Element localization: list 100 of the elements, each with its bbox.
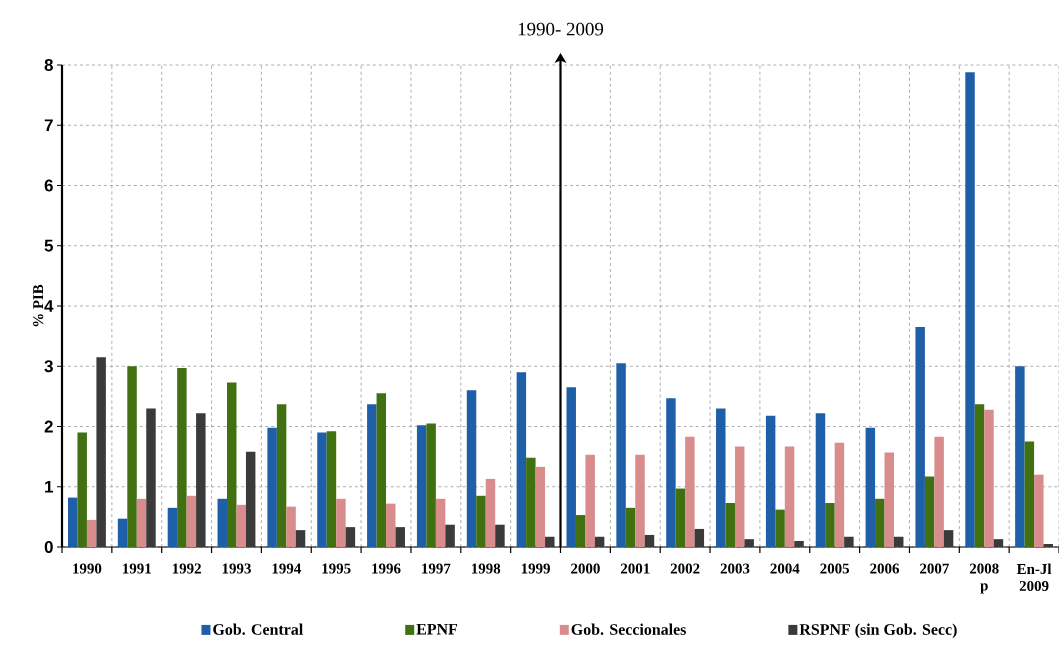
bar xyxy=(426,423,436,547)
x-tick-label: 1994 xyxy=(272,563,301,574)
x-tick-label: 2001 xyxy=(620,563,650,574)
y-tick-label: 0 xyxy=(44,541,53,553)
bar xyxy=(495,524,505,547)
x-tick-label: 1999 xyxy=(521,563,550,574)
bar xyxy=(177,368,187,547)
legend-label: EPNF xyxy=(416,623,458,635)
bar xyxy=(445,524,455,547)
bar xyxy=(516,372,527,547)
bar xyxy=(694,528,705,547)
bar xyxy=(644,534,655,547)
bar xyxy=(984,409,994,547)
bar xyxy=(585,454,595,547)
bar xyxy=(924,476,935,547)
bar xyxy=(317,432,327,547)
x-tick-label: 1991 xyxy=(123,563,151,574)
bar xyxy=(625,507,636,547)
y-axis-title: % PIB xyxy=(33,284,44,327)
bar xyxy=(685,436,695,547)
bar xyxy=(784,446,795,547)
x-tick-label: 2008 p xyxy=(969,563,999,594)
bar xyxy=(545,536,555,547)
y-tick-label: 2 xyxy=(44,420,53,433)
bar xyxy=(535,466,546,547)
y-tick-label: 7 xyxy=(44,119,53,132)
bar xyxy=(386,503,396,547)
bar xyxy=(217,498,227,547)
bar xyxy=(245,451,256,547)
bar xyxy=(716,408,726,547)
bar xyxy=(336,498,346,547)
bar xyxy=(943,530,954,547)
bar xyxy=(286,506,296,547)
bar xyxy=(834,442,845,547)
bar xyxy=(395,527,405,547)
bar xyxy=(476,495,486,547)
bar xyxy=(67,497,78,547)
bar xyxy=(276,404,287,547)
chart-title: 1990- 2009 xyxy=(518,22,604,36)
bar xyxy=(167,507,178,547)
bar xyxy=(894,536,904,547)
bar xyxy=(575,515,586,547)
x-tick-label: 1990 xyxy=(73,563,102,574)
bar xyxy=(367,404,377,547)
y-tick-label: 8 xyxy=(44,59,53,71)
bar xyxy=(794,540,804,547)
x-tick-label: 2000 xyxy=(571,563,600,574)
bar xyxy=(416,425,427,547)
bar xyxy=(376,393,387,547)
bar xyxy=(566,387,576,547)
bar xyxy=(485,478,496,547)
x-tick-label: 2007 xyxy=(920,563,949,574)
bar xyxy=(1034,474,1044,547)
x-tick-label: 1996 xyxy=(372,563,401,574)
bar xyxy=(635,454,645,547)
bar xyxy=(915,327,925,547)
bar xyxy=(734,446,745,547)
bar xyxy=(146,408,156,547)
bar xyxy=(526,457,536,547)
bar xyxy=(965,72,975,547)
bar xyxy=(825,503,835,547)
y-tick-label: 5 xyxy=(44,239,54,252)
x-tick-label: 2002 xyxy=(670,563,700,574)
bar xyxy=(435,498,446,547)
bar xyxy=(993,539,1004,547)
legend-label: Gob. Central xyxy=(213,623,303,635)
x-tick-label: 1995 xyxy=(322,563,351,574)
bar xyxy=(616,363,626,547)
bar xyxy=(775,509,785,547)
y-tick-label: 3 xyxy=(44,360,53,373)
bar xyxy=(974,404,985,547)
bar xyxy=(295,530,306,547)
bar xyxy=(765,415,776,547)
bar xyxy=(77,432,87,547)
bar xyxy=(136,498,147,547)
bar xyxy=(236,504,246,547)
x-tick-label: 2005 xyxy=(820,563,850,574)
bar xyxy=(675,488,686,547)
bar xyxy=(196,413,206,547)
bar xyxy=(1015,366,1025,547)
bar xyxy=(865,427,876,547)
bar xyxy=(86,519,97,547)
y-tick-label: 1 xyxy=(45,480,54,493)
x-tick-label: 2004 xyxy=(770,563,800,574)
bar xyxy=(227,382,237,547)
x-tick-label: 1998 xyxy=(471,563,501,574)
bar xyxy=(186,495,197,547)
bar xyxy=(466,390,477,547)
bar xyxy=(815,413,826,547)
x-tick-label: 1992 xyxy=(172,563,201,574)
x-tick-label: 2006 xyxy=(870,563,900,574)
bar xyxy=(267,427,277,547)
x-tick-label: 1993 xyxy=(222,563,251,574)
legend-label: RSPNF (sin Gob. Secc) xyxy=(799,623,957,639)
bar xyxy=(934,436,944,547)
x-tick-label: 1997 xyxy=(422,563,451,574)
bar xyxy=(345,527,356,547)
bar xyxy=(884,452,894,547)
bar xyxy=(1043,543,1054,547)
bar xyxy=(1024,441,1035,547)
